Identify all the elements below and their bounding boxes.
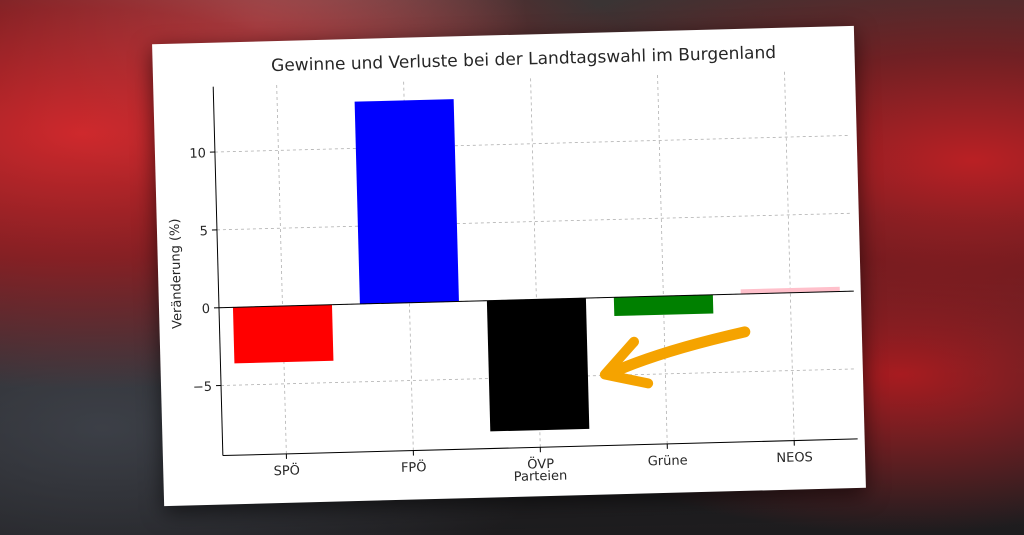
arrow-shaft (607, 326, 751, 378)
x-axis-label: Parteien (514, 469, 568, 485)
y-tick-label: 5 (200, 224, 209, 239)
bar-1 (354, 99, 459, 305)
chart-title: Gewinne und Verluste bei der Landtagswah… (271, 43, 776, 76)
bars (232, 99, 840, 432)
x-tick-label: ÖVP (527, 455, 554, 473)
y-ticks: −5 0 5 10 (189, 146, 222, 395)
bar-3 (613, 294, 714, 317)
y-axis-line (212, 86, 224, 456)
x-tick-label: SPÖ (273, 462, 300, 480)
x-tick-label: FPÖ (401, 458, 427, 476)
zero-line (218, 290, 854, 309)
y-axis-label: Veränderung (%) (168, 218, 186, 329)
y-tick-label: 10 (189, 146, 206, 161)
grid-line-y (216, 212, 852, 231)
bar-2 (486, 298, 590, 432)
grid-line-y (221, 368, 856, 386)
grid-line-x (276, 85, 287, 454)
x-tick-label: NEOS (776, 450, 813, 466)
grid-line-y (214, 135, 850, 153)
bar-chart: Gewinne und Verluste bei der Landtagswah… (168, 43, 858, 485)
chart-card: Gewinne und Verluste bei der Landtagswah… (152, 25, 866, 507)
x-ticks: SPÖ FPÖ ÖVP Grüne NEOS (273, 440, 813, 479)
orange-arrow-icon (599, 326, 751, 389)
grid-line-x (657, 75, 668, 444)
bar-4 (740, 286, 840, 295)
bar-0 (232, 304, 334, 364)
grid-line-x (784, 71, 795, 441)
y-tick-label: 0 (202, 302, 211, 317)
arrow-head (599, 336, 654, 389)
y-tick-label: −5 (193, 380, 213, 395)
x-tick-label: Grüne (648, 453, 688, 469)
